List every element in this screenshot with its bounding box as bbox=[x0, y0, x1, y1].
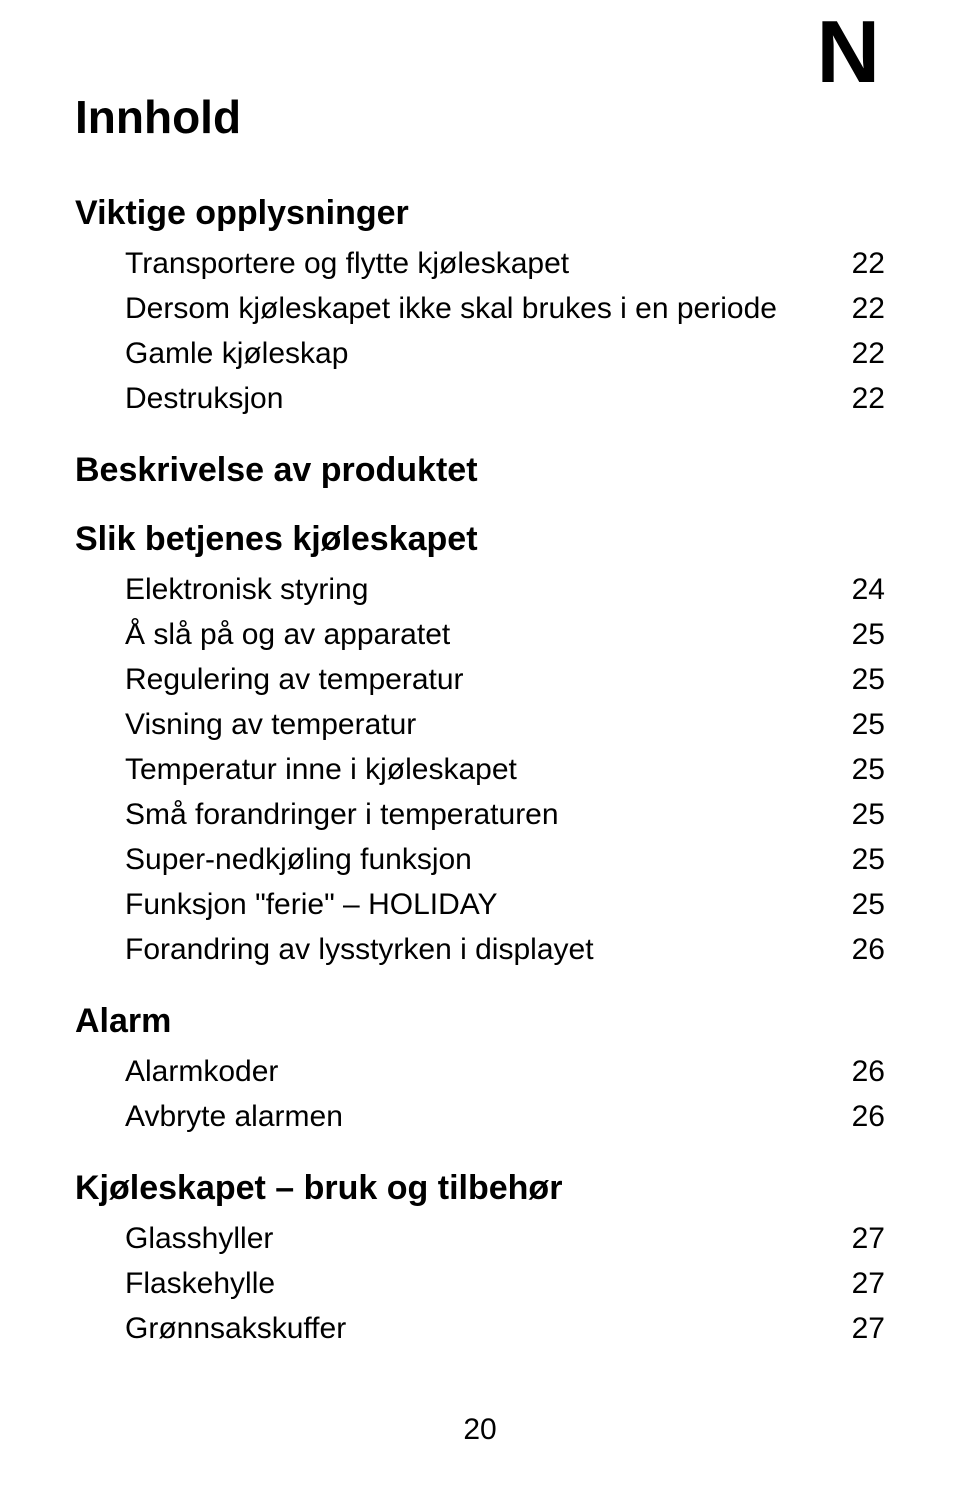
toc-entry: Destruksjon 22 bbox=[75, 376, 885, 421]
toc-entry: Flaskehylle 27 bbox=[75, 1261, 885, 1306]
toc-label: Funksjon "ferie" – HOLIDAY bbox=[125, 882, 825, 927]
toc-entry: Grønnsakskuffer 27 bbox=[75, 1306, 885, 1351]
toc-page: 25 bbox=[825, 702, 885, 747]
toc-entry: Glasshyller 27 bbox=[75, 1216, 885, 1261]
toc-label: Dersom kjøleskapet ikke skal brukes i en… bbox=[125, 286, 825, 331]
toc-label: Gamle kjøleskap bbox=[125, 331, 825, 376]
toc-entry: Forandring av lysstyrken i displayet 26 bbox=[75, 927, 885, 972]
toc-label: Super-nedkjøling funksjon bbox=[125, 837, 825, 882]
toc-page: 22 bbox=[825, 331, 885, 376]
toc-page: 22 bbox=[825, 241, 885, 286]
toc-page: 25 bbox=[825, 837, 885, 882]
toc-page: 22 bbox=[825, 376, 885, 421]
toc-page: 22 bbox=[825, 286, 885, 331]
toc-page: 27 bbox=[825, 1261, 885, 1306]
toc-page: 26 bbox=[825, 1049, 885, 1094]
toc-entry: Alarmkoder 26 bbox=[75, 1049, 885, 1094]
corner-letter: N bbox=[816, 8, 880, 96]
toc-page: 24 bbox=[825, 567, 885, 612]
toc-label: Små forandringer i temperaturen bbox=[125, 792, 825, 837]
toc-entry: Avbryte alarmen 26 bbox=[75, 1094, 885, 1139]
entries-block: Glasshyller 27 Flaskehylle 27 Grønnsaksk… bbox=[75, 1216, 885, 1351]
section-heading: Alarm bbox=[75, 1002, 885, 1041]
toc-page: 25 bbox=[825, 747, 885, 792]
entries-block: Alarmkoder 26 Avbryte alarmen 26 bbox=[75, 1049, 885, 1139]
toc-entry: Dersom kjøleskapet ikke skal brukes i en… bbox=[75, 286, 885, 331]
toc-label: Avbryte alarmen bbox=[125, 1094, 825, 1139]
toc-label: Forandring av lysstyrken i displayet bbox=[125, 927, 825, 972]
page: N Innhold Viktige opplysninger Transport… bbox=[0, 0, 960, 1495]
toc-entry: Super-nedkjøling funksjon 25 bbox=[75, 837, 885, 882]
toc-entry: Visning av temperatur 25 bbox=[75, 702, 885, 747]
toc-entry: Regulering av temperatur 25 bbox=[75, 657, 885, 702]
toc-label: Glasshyller bbox=[125, 1216, 825, 1261]
toc-page: 25 bbox=[825, 612, 885, 657]
toc-label: Flaskehylle bbox=[125, 1261, 825, 1306]
toc-label: Regulering av temperatur bbox=[125, 657, 825, 702]
toc-page: 25 bbox=[825, 792, 885, 837]
toc-label: Transportere og flytte kjøleskapet bbox=[125, 241, 825, 286]
page-number: 20 bbox=[0, 1413, 960, 1447]
section-heading: Slik betjenes kjøleskapet bbox=[75, 520, 885, 559]
toc-label: Temperatur inne i kjøleskapet bbox=[125, 747, 825, 792]
entries-block: Transportere og flytte kjøleskapet 22 De… bbox=[75, 241, 885, 421]
section-heading: Kjøleskapet – bruk og tilbehør bbox=[75, 1169, 885, 1208]
toc-page: 25 bbox=[825, 882, 885, 927]
toc-label: Destruksjon bbox=[125, 376, 825, 421]
toc-entry: Funksjon "ferie" – HOLIDAY 25 bbox=[75, 882, 885, 927]
section-heading: Beskrivelse av produktet bbox=[75, 451, 885, 490]
toc-page: 26 bbox=[825, 927, 885, 972]
toc-entry: Temperatur inne i kjøleskapet 25 bbox=[75, 747, 885, 792]
toc-page: 27 bbox=[825, 1306, 885, 1351]
toc-page: 26 bbox=[825, 1094, 885, 1139]
toc-label: Elektronisk styring bbox=[125, 567, 825, 612]
toc-label: Grønnsakskuffer bbox=[125, 1306, 825, 1351]
toc-entry: Gamle kjøleskap 22 bbox=[75, 331, 885, 376]
page-title: Innhold bbox=[75, 90, 885, 144]
toc-entry: Å slå på og av apparatet 25 bbox=[75, 612, 885, 657]
toc-entry: Elektronisk styring 24 bbox=[75, 567, 885, 612]
toc-page: 27 bbox=[825, 1216, 885, 1261]
toc-entry: Transportere og flytte kjøleskapet 22 bbox=[75, 241, 885, 286]
toc-label: Visning av temperatur bbox=[125, 702, 825, 747]
toc-page: 25 bbox=[825, 657, 885, 702]
toc-label: Å slå på og av apparatet bbox=[125, 612, 825, 657]
toc-entry: Små forandringer i temperaturen 25 bbox=[75, 792, 885, 837]
entries-block: Elektronisk styring 24 Å slå på og av ap… bbox=[75, 567, 885, 972]
toc-label: Alarmkoder bbox=[125, 1049, 825, 1094]
section-heading: Viktige opplysninger bbox=[75, 194, 885, 233]
